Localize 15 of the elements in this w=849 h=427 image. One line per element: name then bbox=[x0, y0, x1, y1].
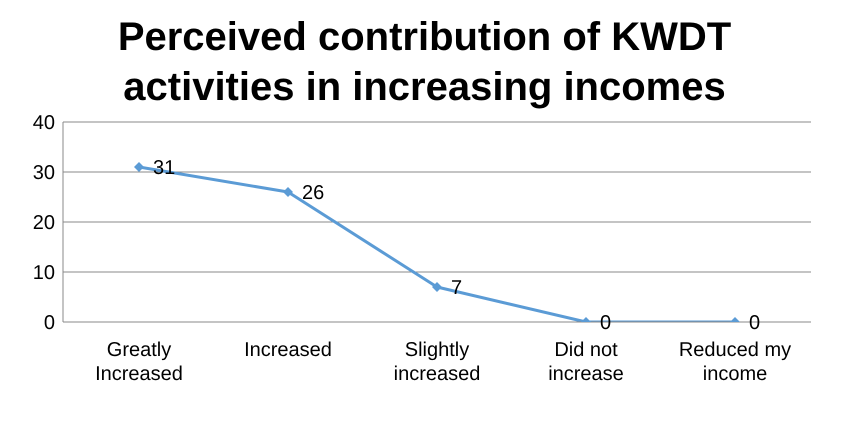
x-tick-label: Slightly increased bbox=[394, 339, 480, 385]
chart-title: Perceived contribution of KWDT activities in increasing incomes bbox=[116, 14, 732, 111]
data-label: 0 bbox=[749, 312, 760, 334]
point bbox=[134, 162, 144, 172]
y-tick-label: 10 bbox=[32, 262, 55, 284]
x-tick-label: Increased bbox=[244, 339, 332, 361]
y-tick-label: 0 bbox=[44, 312, 55, 334]
point bbox=[283, 187, 293, 197]
x-tick-label: Reduced my income bbox=[678, 339, 792, 385]
x-tick-label: Greatly Increased bbox=[95, 339, 183, 385]
y-tick-label: 40 bbox=[32, 112, 55, 134]
data-label: 26 bbox=[302, 182, 324, 204]
x-tick-label: Did not increase bbox=[548, 339, 624, 385]
y-tick-label: 20 bbox=[32, 212, 55, 234]
y-tick-label: 30 bbox=[32, 162, 55, 184]
